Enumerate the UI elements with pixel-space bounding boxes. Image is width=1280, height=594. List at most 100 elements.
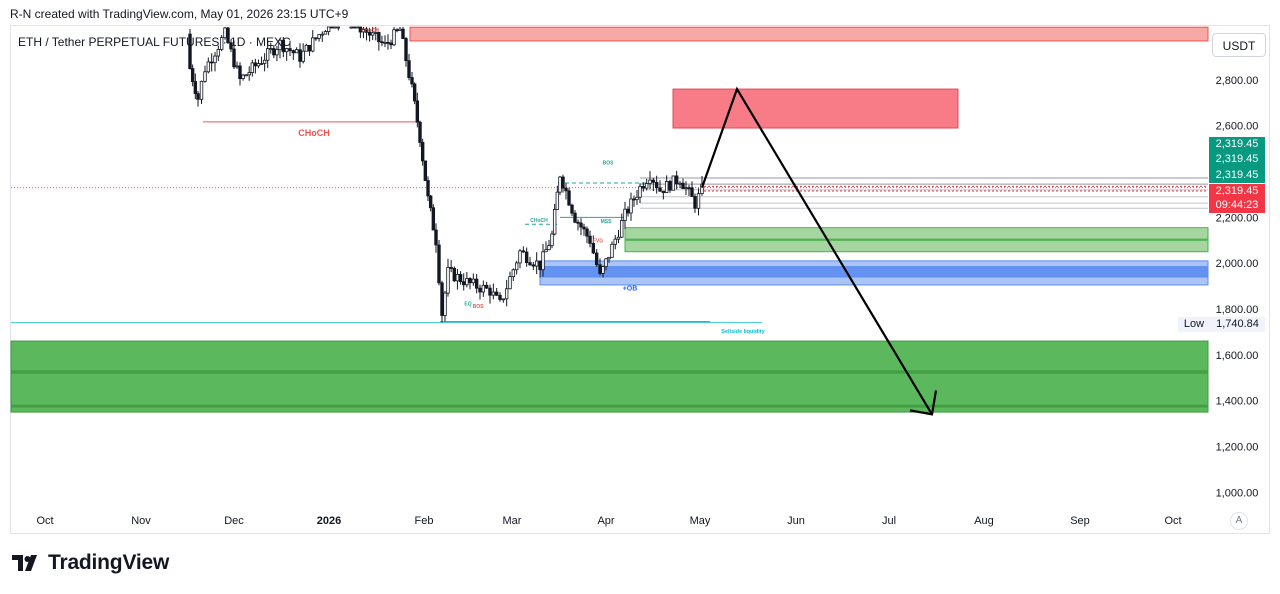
candle-up	[374, 32, 378, 34]
candle-down	[389, 42, 393, 46]
candle-up	[501, 298, 506, 301]
candle-up	[623, 208, 627, 221]
levels-layer	[11, 121, 1208, 324]
candle-up	[700, 183, 704, 194]
countdown-badge: 09:44:23	[1209, 198, 1265, 213]
brand-name: TradingView	[48, 551, 170, 574]
candle-down	[588, 235, 592, 244]
candle-down	[576, 221, 580, 224]
y-tick-label: 2,600.00	[1216, 121, 1259, 133]
candle-up	[323, 31, 328, 35]
candles-layer	[188, 26, 704, 323]
candle-down	[291, 50, 296, 54]
candle-down	[307, 44, 312, 52]
candle-down	[488, 287, 492, 296]
candle-up	[213, 55, 217, 64]
candle-up	[616, 236, 621, 240]
candle-up	[607, 256, 611, 260]
candle-up	[671, 175, 676, 191]
candle-down	[434, 229, 438, 246]
candle-down	[401, 28, 405, 39]
candle-down	[404, 38, 408, 62]
candle-up	[317, 34, 321, 39]
candle-down	[281, 39, 286, 53]
candle-up	[601, 266, 605, 274]
tradingview-logo[interactable]: TradingView	[12, 551, 169, 575]
candle-up	[262, 59, 267, 64]
candle-up	[336, 26, 341, 29]
candle-up	[269, 48, 273, 50]
candle-down	[431, 207, 436, 231]
zone-demand-near-mid	[624, 238, 1209, 241]
chart-credit: R-N created with TradingView.com, May 01…	[10, 7, 349, 21]
auto-scale-button[interactable]: A	[1230, 512, 1248, 530]
annotation-mss: MSS	[601, 219, 613, 225]
candle-up	[446, 267, 450, 294]
candle-up	[294, 49, 299, 54]
annotation-choch-mid: CHoCH	[530, 218, 548, 224]
candle-down	[668, 181, 672, 191]
x-tick-label: Oct	[1164, 515, 1181, 527]
annotation-fvg: FVG	[593, 239, 603, 245]
candle-up	[481, 284, 486, 293]
candle-down	[418, 121, 422, 143]
candle-up	[304, 44, 309, 52]
candle-up	[256, 63, 261, 67]
candle-down	[498, 294, 502, 300]
candle-down	[478, 287, 482, 293]
candle-down	[626, 208, 630, 214]
zones-layer	[10, 26, 1209, 413]
candle-down	[681, 182, 685, 189]
candle-down	[410, 77, 414, 85]
candle-up	[392, 29, 396, 46]
candle-up	[604, 258, 608, 268]
candle-down	[193, 81, 198, 95]
projection-path	[700, 86, 933, 415]
x-tick-label: Apr	[597, 515, 614, 527]
x-tick-label: Jul	[882, 515, 896, 527]
candle-up	[301, 50, 305, 62]
candle-down	[484, 284, 489, 289]
candle-up	[684, 187, 688, 190]
candle-up	[275, 49, 279, 56]
candle-up	[678, 182, 682, 185]
symbol-title[interactable]: ETH / Tether PERPETUAL FUTURES · 1D · ME…	[18, 35, 291, 49]
zone-supply-top	[409, 26, 1209, 42]
candle-down	[232, 48, 236, 68]
candle-up	[219, 37, 224, 50]
candle-down	[573, 212, 577, 223]
candle-down	[528, 262, 532, 266]
annotation-choch-left: CHoCH	[298, 128, 330, 138]
candle-down	[330, 26, 334, 29]
candle-down	[358, 26, 363, 33]
candle-up	[465, 278, 469, 286]
candle-down	[209, 61, 214, 64]
candle-down	[462, 281, 466, 286]
candle-up	[471, 278, 476, 284]
zone-supply-target	[672, 88, 959, 129]
candle-down	[407, 60, 411, 78]
candle-up	[383, 41, 387, 44]
candle-up	[629, 198, 633, 214]
candle-down	[524, 251, 529, 264]
candle-down	[314, 37, 318, 40]
candle-down	[690, 187, 694, 197]
annotation-choch-top: CHoCH	[361, 28, 379, 34]
candle-down	[567, 190, 571, 206]
candle-down	[423, 160, 428, 181]
candle-down	[598, 264, 602, 274]
currency-button[interactable]: USDT	[1212, 33, 1266, 57]
candle-down	[591, 242, 596, 254]
candle-up	[244, 74, 248, 77]
candle-down	[415, 100, 420, 123]
candle-down	[426, 180, 430, 197]
candle-down	[468, 278, 472, 284]
candle-down	[658, 187, 662, 192]
candle-down	[428, 195, 433, 209]
candle-down	[386, 41, 390, 44]
x-tick-label: Feb	[415, 515, 434, 527]
candle-up	[511, 269, 516, 278]
candle-up	[644, 183, 649, 189]
candle-up	[241, 74, 245, 80]
